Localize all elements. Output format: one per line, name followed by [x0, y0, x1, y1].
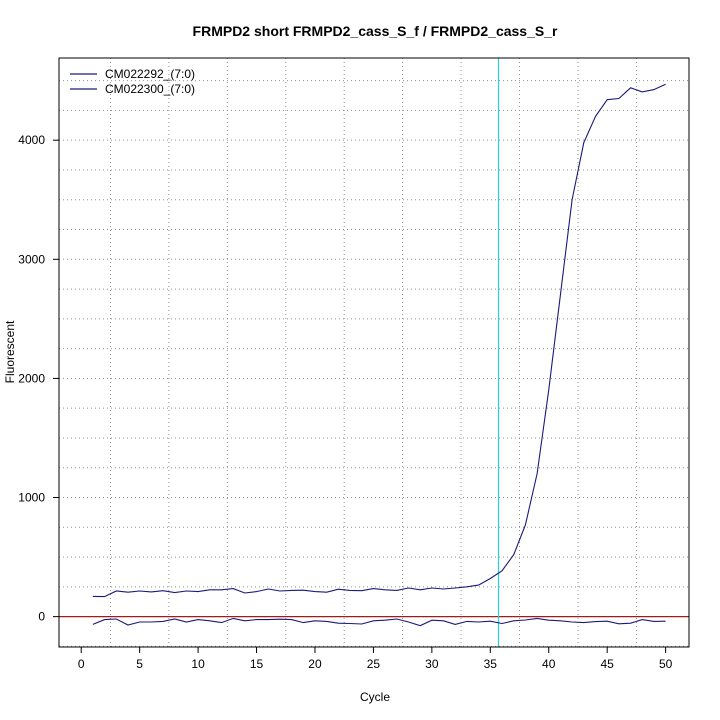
- x-tick-label: 45: [601, 657, 615, 671]
- y-tick-label: 3000: [18, 252, 45, 266]
- x-tick-label: 50: [659, 657, 673, 671]
- x-tick-label: 5: [136, 657, 143, 671]
- x-tick-label: 0: [78, 657, 85, 671]
- x-tick-label: 40: [542, 657, 556, 671]
- x-axis-label: Cycle: [360, 690, 390, 704]
- legend-label: CM022300_(7:0): [105, 82, 195, 96]
- series-lines: [92, 83, 666, 627]
- legend: CM022292_(7:0)CM022300_(7:0): [70, 67, 195, 96]
- x-tick-label: 20: [308, 657, 322, 671]
- series-line-2: [92, 617, 666, 627]
- grid: [59, 58, 689, 647]
- x-tick-label: 35: [484, 657, 498, 671]
- chart-title: FRMPD2 short FRMPD2_cass_S_f / FRMPD2_ca…: [193, 23, 558, 39]
- y-axis-label: Fluorescent: [3, 320, 17, 383]
- plot-frame: [58, 57, 690, 648]
- series-line-1: [92, 83, 666, 598]
- x-tick-label: 10: [191, 657, 205, 671]
- x-tick-label: 30: [425, 657, 439, 671]
- y-tick-label: 0: [38, 610, 45, 624]
- reference-lines: [59, 58, 689, 647]
- y-tick-label: 1000: [18, 491, 45, 505]
- legend-label: CM022292_(7:0): [105, 67, 195, 81]
- x-tick-label: 25: [367, 657, 381, 671]
- y-tick-label: 4000: [18, 133, 45, 147]
- axes: 0 5 10 15 20 25 30 35 40 45 50 0 1000 2000 3000 4000: [18, 133, 672, 671]
- y-tick-label: 2000: [18, 371, 45, 385]
- x-tick-label: 15: [250, 657, 264, 671]
